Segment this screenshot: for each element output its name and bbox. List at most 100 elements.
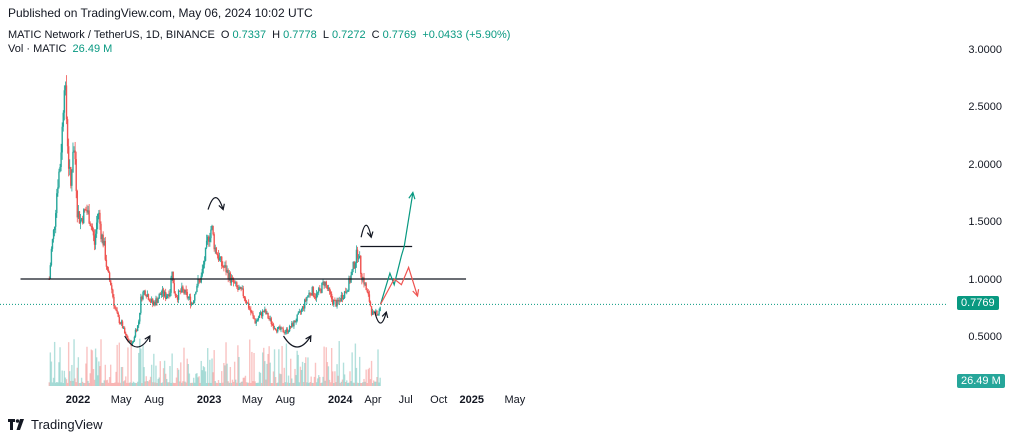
volume-bar <box>230 382 233 386</box>
candle-body <box>198 279 200 281</box>
volume-bar <box>267 353 269 386</box>
volume-bar <box>114 382 116 386</box>
volume-bar <box>365 369 367 386</box>
volume-bar <box>189 382 192 386</box>
volume-bar <box>185 382 187 386</box>
volume-bar <box>300 370 303 386</box>
volume-bar <box>247 382 250 386</box>
volume-bar <box>139 338 141 386</box>
candle-body <box>202 264 205 269</box>
candle-body <box>63 90 66 113</box>
candle-body <box>122 327 125 329</box>
volume-bar <box>62 382 64 386</box>
volume-bar <box>187 364 190 386</box>
volume-bar <box>192 377 195 386</box>
candle-body <box>349 278 351 283</box>
volume-bar <box>175 377 178 386</box>
volume-bar <box>61 370 63 386</box>
candle-body <box>169 292 171 297</box>
volume-bar <box>239 382 241 386</box>
candle-body <box>146 294 149 297</box>
candle-body <box>100 223 102 240</box>
candle-body <box>327 287 330 290</box>
volume-bar <box>156 382 158 386</box>
candle-body <box>203 260 206 265</box>
volume-bar <box>72 380 74 386</box>
candle-body <box>214 247 216 250</box>
volume-bar <box>74 378 76 386</box>
volume-bar <box>245 382 248 386</box>
candle-body <box>282 328 284 333</box>
volume-bar <box>332 371 334 386</box>
volume-bar <box>241 381 243 386</box>
volume-bar <box>190 382 193 386</box>
volume-bar <box>90 349 92 386</box>
candle-body <box>186 291 188 298</box>
volume-bar <box>113 382 115 386</box>
pattern-arcs[interactable] <box>124 196 389 348</box>
candle-body <box>76 190 78 218</box>
volume-bar <box>92 368 95 386</box>
volume-bar <box>161 382 164 386</box>
volume-bar <box>135 383 138 386</box>
candle-body <box>356 249 359 259</box>
volume-bar <box>339 382 341 386</box>
candle-body <box>252 313 254 316</box>
candle-body <box>116 310 118 313</box>
candle-body <box>323 281 325 286</box>
price-axis[interactable]: 3.0000 2.5000 2.0000 1.5000 1.0000 0.5000 <box>968 44 1002 343</box>
candle-body <box>55 213 57 227</box>
candle-body <box>264 309 266 312</box>
candle-body <box>70 167 72 186</box>
tradingview-brand[interactable]: TradingView <box>8 417 103 432</box>
volume-bar <box>274 377 277 386</box>
volume-bar <box>75 382 77 386</box>
volume-bar <box>283 367 285 386</box>
volume-bar <box>378 382 380 386</box>
x-tick-label: 2025 <box>460 394 484 406</box>
candle-body <box>360 255 362 274</box>
candle-body <box>129 340 131 342</box>
candle-body <box>64 85 67 91</box>
candle-body <box>288 326 291 332</box>
volume-bar <box>197 377 199 386</box>
volume-bar <box>366 382 368 386</box>
candle-body <box>311 287 313 296</box>
volume-bar <box>282 382 284 386</box>
volume-bar <box>273 349 276 386</box>
volume-bar <box>119 382 122 386</box>
volume-bar <box>186 358 188 386</box>
top-arc-2023-arrowhead <box>218 203 225 211</box>
time-axis[interactable]: 2022 May Aug 2023 May Aug 2024 Apr Jul Oct 2025 May <box>66 394 526 406</box>
volume-label[interactable]: Vol · MATIC <box>8 43 67 55</box>
volume-bar <box>222 382 224 386</box>
candle-body <box>305 299 307 301</box>
x-tick-label: May <box>111 394 132 406</box>
volume-bar <box>305 357 307 386</box>
volume-bar <box>173 382 175 386</box>
candle-body <box>233 282 236 284</box>
volume-bar <box>344 382 347 386</box>
candle-body <box>189 296 192 306</box>
candle-body <box>374 310 376 312</box>
symbol-label[interactable]: MATIC Network / TetherUS, 1D, BINANCE <box>8 29 215 41</box>
forecast-paths[interactable] <box>379 191 420 305</box>
volume-bar <box>53 341 56 386</box>
volume-bar <box>373 380 375 386</box>
candle-body <box>235 282 237 284</box>
candle-body <box>115 308 117 311</box>
candle-body <box>247 302 250 309</box>
candle-body <box>237 286 239 290</box>
published-label: Published on TradingView.com, May 06, 20… <box>8 6 313 20</box>
candle-body <box>217 255 220 261</box>
volume-bar <box>80 377 83 386</box>
candle-body <box>77 211 80 218</box>
candle-body <box>230 277 233 283</box>
candle-body <box>164 292 167 299</box>
candle-body <box>204 247 207 261</box>
candle-body <box>310 294 312 296</box>
volume-bar <box>174 382 177 386</box>
candle-body <box>160 293 163 295</box>
candle-body <box>208 236 210 242</box>
